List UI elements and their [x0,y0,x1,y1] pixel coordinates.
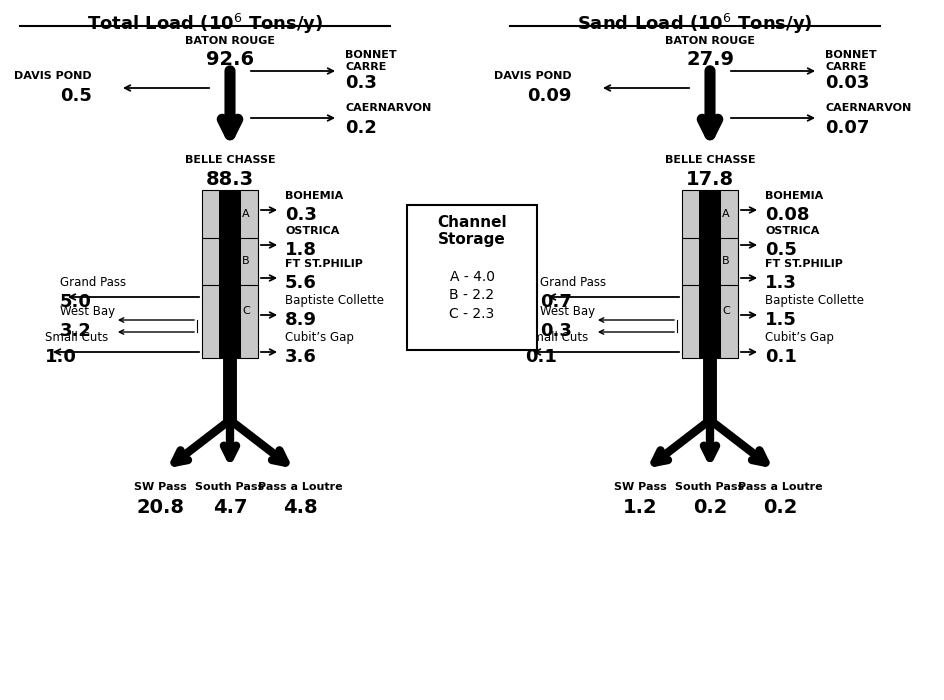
FancyBboxPatch shape [407,205,536,350]
Text: BONNET
CARRE: BONNET CARRE [345,50,396,72]
Text: BATON ROUGE: BATON ROUGE [665,36,754,46]
Text: 0.1: 0.1 [765,348,796,366]
Text: 20.8: 20.8 [136,498,184,517]
Text: A: A [242,209,249,219]
Text: Cubit’s Gap: Cubit’s Gap [285,332,353,344]
Text: DAVIS POND: DAVIS POND [14,71,92,81]
Bar [202,190,258,358]
Text: Small Cuts: Small Cuts [45,332,109,344]
Text: Pass a Loutre: Pass a Loutre [258,482,342,492]
Text: Small Cuts: Small Cuts [525,332,587,344]
Text: FT ST.PHILIP: FT ST.PHILIP [765,259,842,269]
Text: Baptiste Collette: Baptiste Collette [765,295,863,307]
Text: Grand Pass: Grand Pass [539,276,605,290]
Text: 1.0: 1.0 [45,348,76,366]
Text: BOHEMIA: BOHEMIA [285,191,343,201]
Text: South Pass: South Pass [195,482,264,492]
Text: A - 4.0
B - 2.2
C - 2.3: A - 4.0 B - 2.2 C - 2.3 [449,270,494,321]
Text: 0.09: 0.09 [527,87,571,105]
Text: 0.5: 0.5 [60,87,92,105]
Bar [699,190,720,358]
Text: CAERNARVON: CAERNARVON [824,103,910,113]
Text: West Bay: West Bay [539,305,595,318]
Text: BONNET
CARRE: BONNET CARRE [824,50,876,72]
Text: 0.2: 0.2 [692,498,727,517]
Text: SW Pass: SW Pass [133,482,186,492]
Text: 17.8: 17.8 [685,170,733,189]
Text: FT ST.PHILIP: FT ST.PHILIP [285,259,362,269]
Text: OSTRICA: OSTRICA [765,226,818,236]
Text: 0.2: 0.2 [762,498,797,517]
Text: 5.6: 5.6 [285,274,316,292]
Text: CAERNARVON: CAERNARVON [345,103,430,113]
Text: 27.9: 27.9 [685,50,733,69]
Text: 0.1: 0.1 [525,348,556,366]
Text: 0.3: 0.3 [285,206,316,224]
Text: 92.6: 92.6 [206,50,254,69]
Text: OSTRICA: OSTRICA [285,226,339,236]
Text: B: B [721,256,729,267]
Text: 1.8: 1.8 [285,241,316,259]
Text: 0.03: 0.03 [824,74,868,92]
Text: 3.6: 3.6 [285,348,316,366]
Text: BATON ROUGE: BATON ROUGE [185,36,275,46]
Text: Baptiste Collette: Baptiste Collette [285,295,383,307]
Text: 0.3: 0.3 [345,74,377,92]
Text: Total Load (10$^6$ Tons/y): Total Load (10$^6$ Tons/y) [87,12,323,36]
Text: Channel
Storage: Channel Storage [437,215,506,247]
Text: A: A [721,209,729,219]
Text: BOHEMIA: BOHEMIA [765,191,822,201]
Text: 4.7: 4.7 [212,498,247,517]
Text: 8.9: 8.9 [285,311,316,329]
Text: BELLE CHASSE: BELLE CHASSE [664,155,754,165]
Text: 0.2: 0.2 [345,119,377,137]
Bar [682,190,737,358]
Text: 0.7: 0.7 [539,293,571,311]
Text: 4.8: 4.8 [282,498,317,517]
Text: Sand Load (10$^6$ Tons/y): Sand Load (10$^6$ Tons/y) [577,12,812,36]
Text: 88.3: 88.3 [206,170,254,189]
Text: B: B [242,256,249,267]
Text: DAVIS POND: DAVIS POND [494,71,571,81]
Text: 0.3: 0.3 [539,322,571,340]
Text: 0.08: 0.08 [765,206,809,224]
Text: 0.5: 0.5 [765,241,796,259]
Text: Grand Pass: Grand Pass [59,276,126,290]
Text: 1.2: 1.2 [622,498,657,517]
Text: South Pass: South Pass [675,482,744,492]
Text: C: C [721,307,729,316]
Text: C: C [242,307,249,316]
Text: 3.2: 3.2 [59,322,92,340]
Text: Pass a Loutre: Pass a Loutre [737,482,821,492]
Text: 1.3: 1.3 [765,274,796,292]
Text: West Bay: West Bay [59,305,115,318]
Text: 0.07: 0.07 [824,119,868,137]
Bar [219,190,241,358]
Text: Cubit’s Gap: Cubit’s Gap [765,332,833,344]
Text: BELLE CHASSE: BELLE CHASSE [184,155,275,165]
Text: SW Pass: SW Pass [613,482,666,492]
Text: 1.5: 1.5 [765,311,796,329]
Text: 5.0: 5.0 [59,293,92,311]
